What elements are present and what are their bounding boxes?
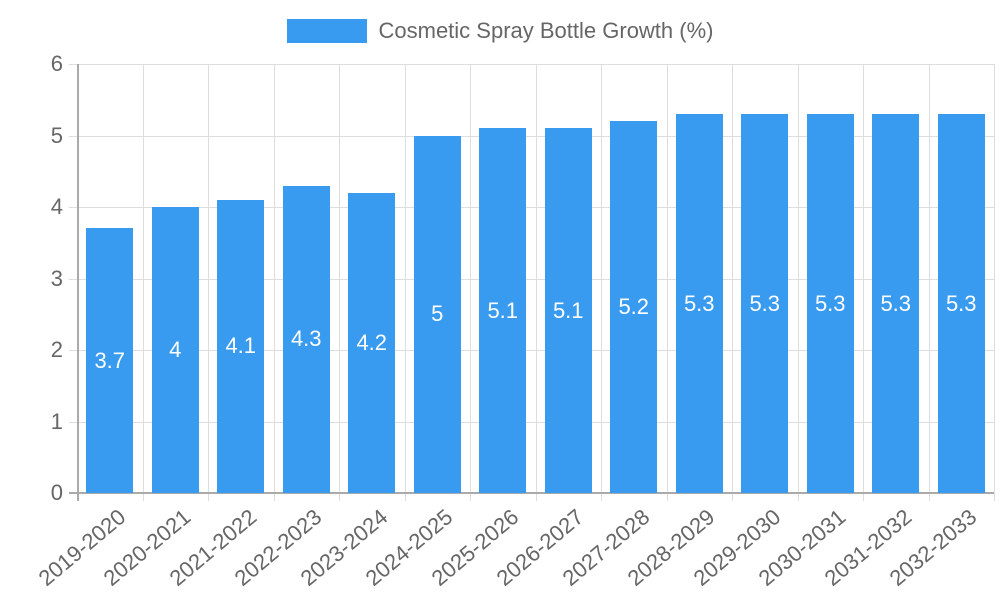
bar-value-label: 4 xyxy=(169,337,182,362)
bar-value-label: 5.3 xyxy=(945,290,977,316)
bar[interactable]: 4.2 xyxy=(348,192,396,493)
bar-value-label: 3.7 xyxy=(94,347,126,373)
y-tick-label: 5 xyxy=(50,122,63,148)
bar-value-label: 4.2 xyxy=(356,329,388,355)
bar[interactable]: 4 xyxy=(151,207,199,493)
gridline-horizontal xyxy=(69,135,994,137)
bar-value-label: 5.1 xyxy=(487,297,519,323)
bar-value-label: 5.2 xyxy=(618,294,650,320)
plot-area: 0 1 2 3 4 5 6 3.7 2019-2020 4 2020-2021 4.1 2021-202… xyxy=(33,51,995,591)
bar[interactable]: 5 xyxy=(413,135,461,493)
gridline-vertical xyxy=(208,64,209,501)
gridline-horizontal xyxy=(69,278,994,280)
bar[interactable]: 3.7 xyxy=(86,228,134,493)
bar[interactable]: 5.3 xyxy=(806,114,854,493)
bar[interactable]: 5.3 xyxy=(675,114,723,493)
bar-value-label: 5 xyxy=(431,301,444,327)
gridline-horizontal xyxy=(69,64,994,65)
bar[interactable]: 5.3 xyxy=(741,114,789,493)
gridline-vertical xyxy=(863,64,864,501)
gridline-vertical xyxy=(928,64,930,501)
gridline-vertical xyxy=(797,64,799,501)
y-tick-label: 0 xyxy=(50,480,63,505)
bar-value-label: 5.3 xyxy=(880,290,912,316)
bar[interactable]: 5.2 xyxy=(610,121,658,493)
y-tick-label: 1 xyxy=(50,408,63,434)
y-tick-label: 6 xyxy=(50,51,63,76)
bar-value-label: 5.1 xyxy=(552,297,584,323)
gridline-vertical xyxy=(994,64,995,501)
gridline-vertical xyxy=(535,64,537,501)
bar-value-label: 5.3 xyxy=(683,290,715,316)
gridline-horizontal xyxy=(69,421,994,423)
bar[interactable]: 5.1 xyxy=(544,128,592,493)
bar[interactable]: 4.1 xyxy=(217,199,265,493)
legend-label: Cosmetic Spray Bottle Growth (%) xyxy=(378,18,714,43)
bar[interactable]: 5.3 xyxy=(937,114,985,493)
gridline-vertical xyxy=(601,64,602,501)
y-tick-label: 2 xyxy=(50,337,63,362)
gridline-vertical xyxy=(470,64,471,501)
gridline-vertical xyxy=(273,64,275,501)
y-tick-label: 4 xyxy=(50,194,63,219)
legend[interactable]: Cosmetic Spray Bottle Growth (%) xyxy=(0,18,1000,44)
gridline-vertical xyxy=(732,64,733,501)
bar-value-label: 4.1 xyxy=(225,333,257,359)
gridline-horizontal xyxy=(69,207,994,208)
bar[interactable]: 4.3 xyxy=(282,185,330,493)
bar-value-label: 4.3 xyxy=(290,326,322,352)
gridline-vertical xyxy=(339,64,340,501)
legend-swatch xyxy=(286,19,367,43)
bar[interactable]: 5.1 xyxy=(479,128,527,493)
gridline-vertical xyxy=(142,64,144,501)
y-tick-label: 3 xyxy=(50,265,63,291)
y-axis xyxy=(77,64,79,501)
gridline-horizontal xyxy=(69,350,994,351)
bar-value-label: 5.3 xyxy=(814,290,846,316)
bar-value-label: 5.3 xyxy=(749,290,781,316)
gridline-vertical xyxy=(666,64,668,501)
bar[interactable]: 5.3 xyxy=(872,114,920,493)
gridline-vertical xyxy=(404,64,406,501)
x-axis xyxy=(69,492,994,494)
